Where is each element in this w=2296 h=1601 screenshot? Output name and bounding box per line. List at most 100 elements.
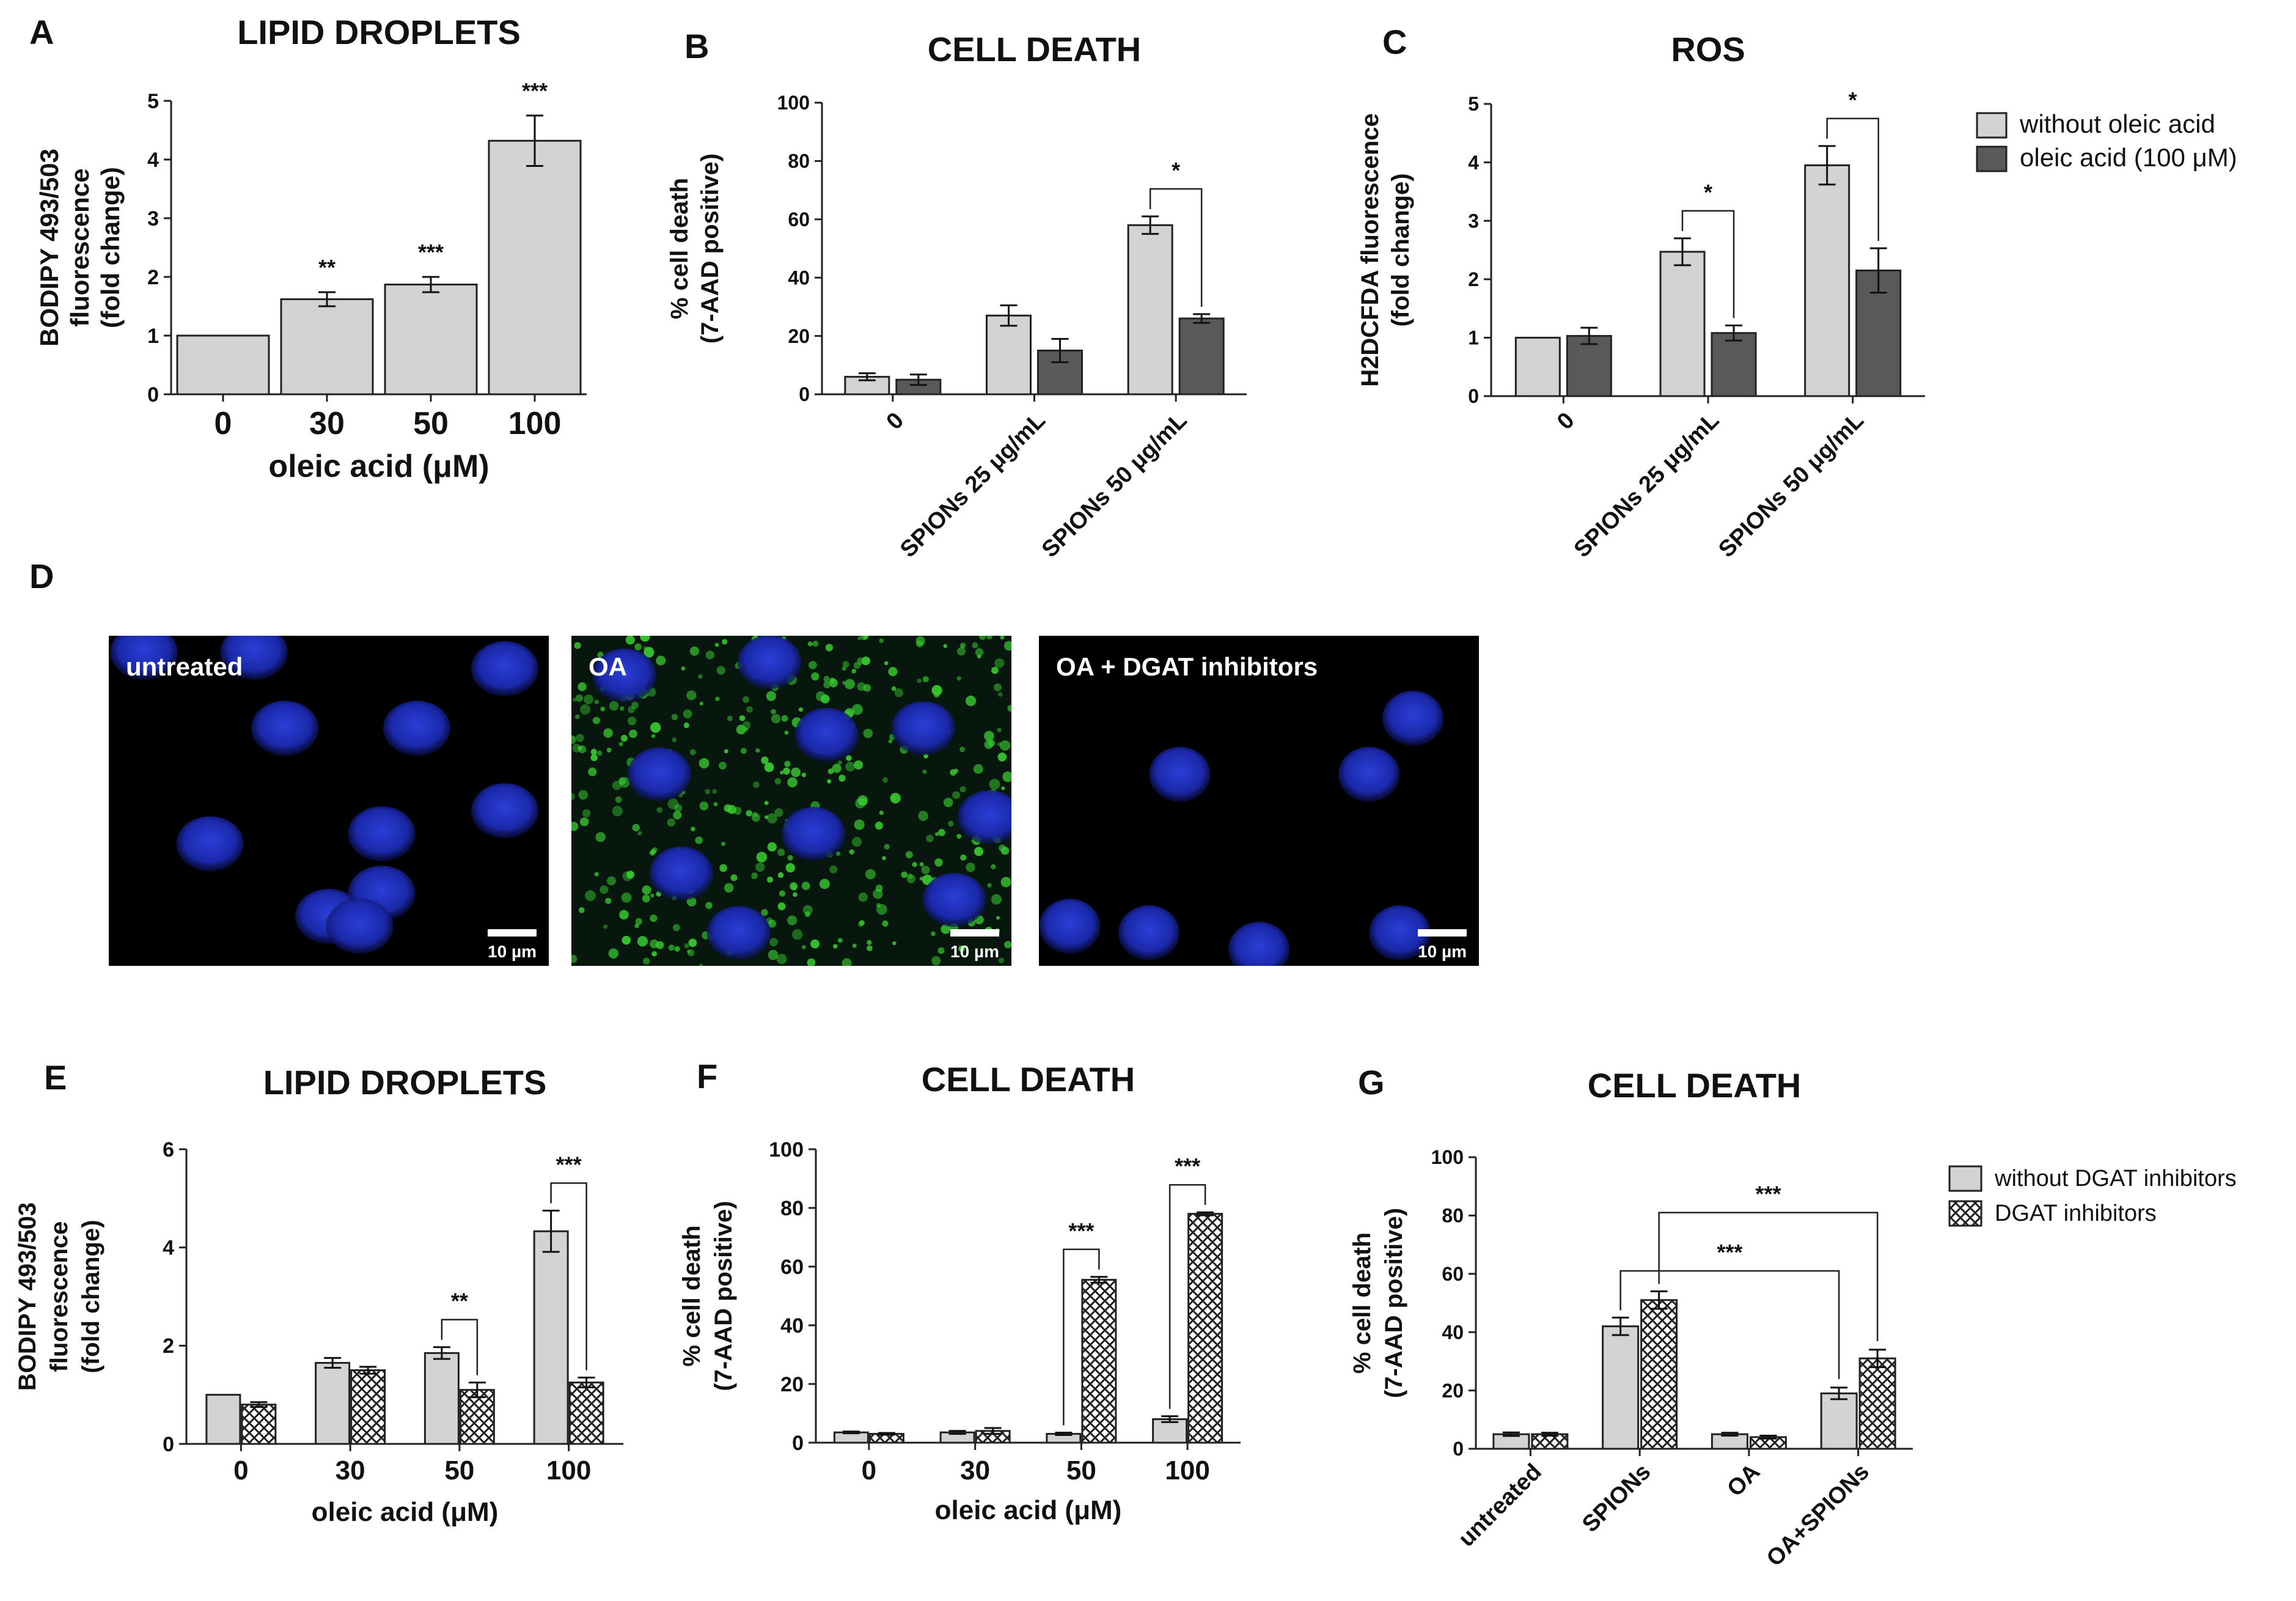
bar: [1659, 251, 1706, 397]
micrograph-label: untreated: [126, 652, 243, 681]
panel-letter: C: [1382, 23, 1407, 61]
bar: [1178, 317, 1225, 396]
scale-bar: [1418, 929, 1467, 937]
lipid-droplet: [780, 770, 784, 775]
x-tick-label: 30: [960, 1456, 990, 1485]
lipid-droplet: [884, 844, 890, 850]
scale-bar-label: 10 µm: [488, 942, 537, 961]
nucleus: [220, 625, 288, 680]
lipid-droplet: [851, 837, 862, 847]
y-tick-label: 1: [147, 325, 159, 348]
nucleus: [782, 807, 845, 861]
lipid-droplet: [934, 858, 943, 867]
lipid-droplet: [997, 742, 1002, 746]
lipid-droplet: [727, 804, 736, 814]
bar: [1566, 335, 1612, 397]
y-tick-label: 100: [777, 92, 810, 114]
lipid-droplet: [922, 676, 929, 683]
nucleus: [1118, 905, 1179, 960]
lipid-droplet: [695, 836, 703, 844]
lipid-droplet: [618, 777, 626, 785]
nucleus: [738, 635, 801, 690]
lipid-droplet: [691, 826, 695, 831]
lipid-droplet: [807, 641, 813, 647]
y-tick-label: 80: [1442, 1205, 1464, 1227]
lipid-droplet: [808, 661, 817, 669]
bar: [280, 298, 374, 396]
significance-bracket: [1063, 1248, 1100, 1426]
bar: [424, 1352, 460, 1445]
lipid-droplet: [965, 695, 977, 707]
lipid-droplet: [764, 800, 769, 805]
nucleus: [251, 701, 318, 756]
lipid-droplet: [833, 944, 838, 949]
y-tick-label: 100: [1431, 1146, 1464, 1168]
micrograph-3: OA + DGAT inhibitors 10 µm: [1039, 636, 1479, 977]
y-tick-label: 5: [147, 90, 159, 113]
lipid-droplet: [989, 778, 1000, 790]
lipid-droplet: [715, 696, 720, 701]
y-axis-label: % cell death: [1349, 1232, 1376, 1374]
y-axis-label: (7-AAD positive): [697, 153, 724, 344]
nucleus: [922, 873, 986, 927]
lipid-droplet: [931, 931, 936, 937]
lipid-droplet: [984, 731, 994, 742]
lipid-droplet: [699, 801, 709, 811]
panel-letter: B: [684, 27, 709, 65]
y-axis-label: (fold change): [78, 1220, 105, 1373]
lipid-droplet: [671, 713, 678, 721]
lipid-droplet: [764, 815, 769, 819]
nucleus: [471, 641, 538, 696]
lipid-droplet: [578, 682, 587, 691]
lipid-droplet: [609, 701, 619, 711]
lipid-droplet: [991, 894, 1002, 905]
lipid-droplet: [921, 866, 930, 875]
chart-title: LIPID DROPLETS: [237, 13, 521, 51]
y-axis-label: (7-AAD positive): [1381, 1208, 1407, 1398]
lipid-droplet: [625, 635, 635, 645]
x-tick-label: SPIONs: [1577, 1459, 1656, 1537]
chart-panel-C: C ROS H2DCFDA fluorescence (fold change) 0 1 2…: [1357, 23, 2237, 562]
mask: [109, 966, 1479, 990]
y-tick-label: 3: [147, 207, 159, 230]
lipid-droplet: [905, 851, 913, 859]
lipid-droplet: [966, 863, 975, 872]
lipid-droplet: [714, 642, 719, 647]
nucleus: [650, 846, 713, 900]
lipid-droplet: [612, 781, 622, 790]
lipid-droplet: [931, 956, 941, 966]
lipid-droplet: [727, 715, 733, 721]
x-tick-label: SPIONs 50 μg/mL: [1714, 408, 1869, 563]
lipid-droplet: [755, 748, 760, 753]
lipid-droplet: [578, 745, 582, 751]
y-tick-label: 0: [799, 383, 810, 405]
lipid-droplet: [619, 910, 629, 920]
lipid-droplet: [973, 764, 983, 774]
lipid-droplet: [767, 813, 777, 824]
chart-title: ROS: [1671, 30, 1745, 68]
lipid-droplet: [673, 811, 682, 820]
y-tick-label: 3: [1468, 210, 1479, 232]
lipid-droplet: [793, 892, 798, 897]
lipid-droplet: [956, 834, 962, 839]
lipid-droplet: [960, 854, 967, 861]
lipid-droplet: [991, 864, 996, 870]
bar: [488, 139, 582, 396]
y-tick-label: 40: [780, 1314, 804, 1338]
lipid-droplet: [575, 694, 583, 702]
lipid-droplet: [829, 677, 835, 683]
lipid-droplet: [761, 909, 768, 916]
x-tick-label: 0: [215, 406, 232, 441]
legend-swatch: [1976, 145, 2008, 172]
lipid-droplet: [838, 775, 846, 782]
nucleus: [326, 899, 394, 954]
chart-title: CELL DEATH: [928, 30, 1141, 68]
lipid-droplet: [875, 821, 884, 830]
lipid-droplet: [683, 709, 692, 719]
lipid-droplet: [787, 915, 798, 926]
lipid-droplet: [590, 754, 598, 762]
nucleus: [592, 648, 656, 702]
lipid-droplet: [1000, 877, 1011, 888]
lipid-droplet: [784, 760, 791, 767]
y-tick-label: 100: [769, 1138, 804, 1161]
